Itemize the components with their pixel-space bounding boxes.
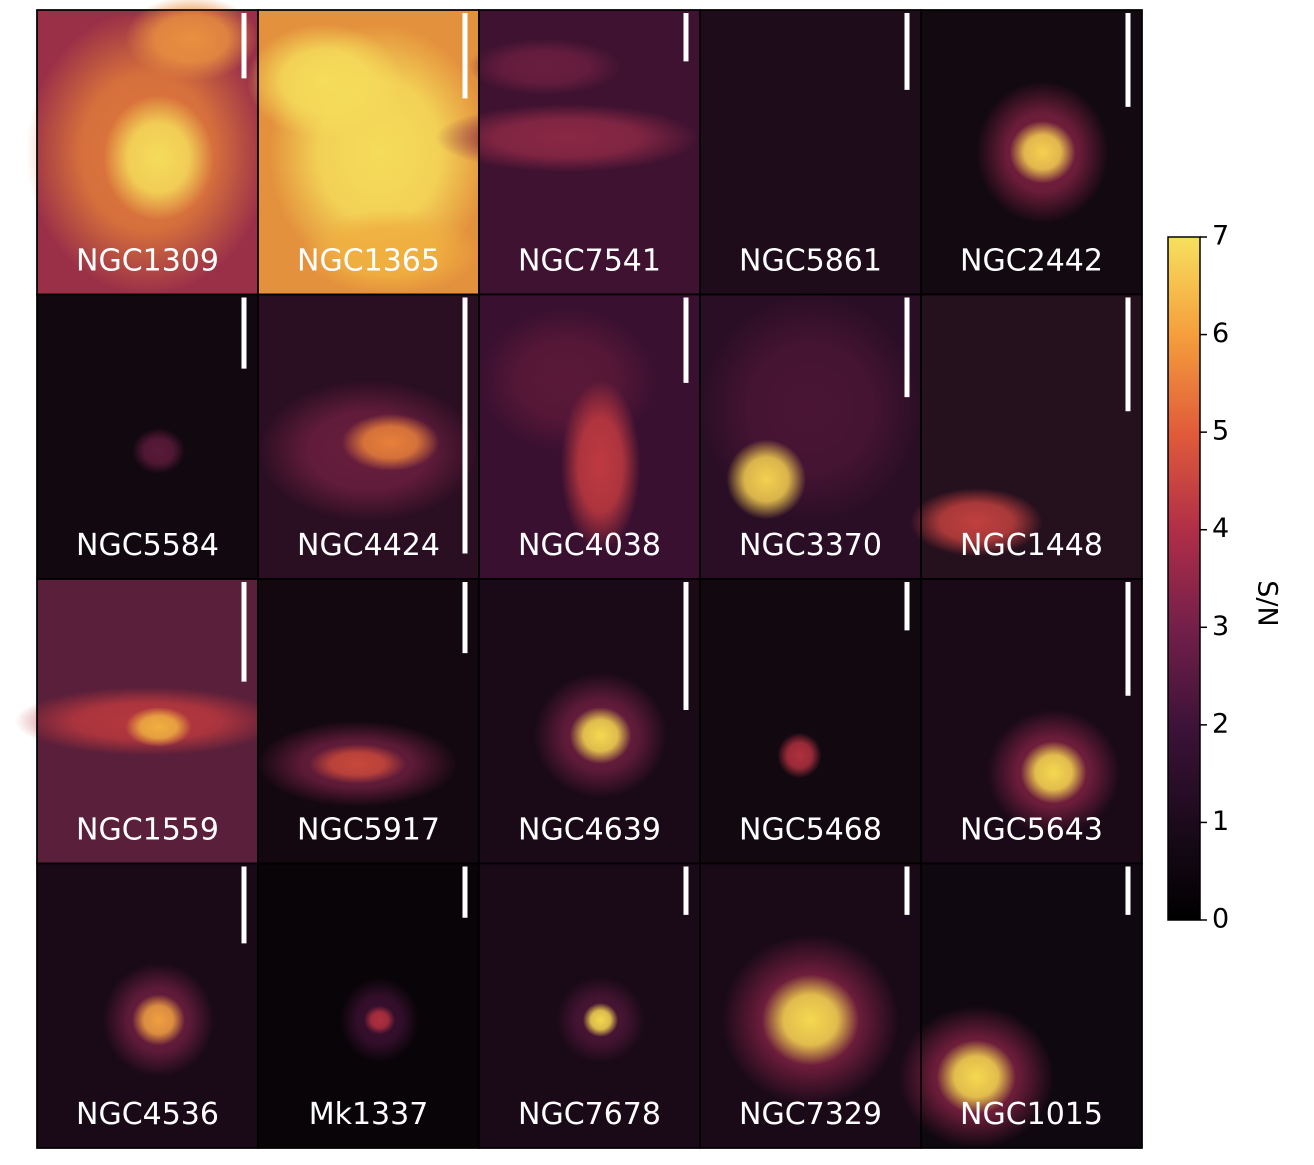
colorbar-tick-label: 3 bbox=[1212, 611, 1229, 642]
emission-blob bbox=[909, 487, 1043, 557]
emission-blob bbox=[246, 24, 402, 139]
panel-label: NGC4536 bbox=[76, 1097, 219, 1132]
emission-blob bbox=[726, 439, 807, 520]
panel: NGC7541 bbox=[434, 9, 701, 296]
colorbar-label: S/N bbox=[1252, 580, 1283, 626]
panel-label: NGC5917 bbox=[297, 813, 440, 848]
panel-label: NGC4424 bbox=[297, 528, 440, 563]
colorbar-tick-label: 2 bbox=[1212, 708, 1229, 739]
panel: NGC5468 bbox=[699, 578, 922, 865]
panel-label: NGC4038 bbox=[518, 528, 661, 563]
emission-blob bbox=[467, 38, 623, 96]
panel: NGC1309 bbox=[25, 0, 270, 296]
panel: NGC1559 bbox=[14, 578, 281, 865]
emission-blob bbox=[125, 0, 258, 82]
panel-label: NGC4639 bbox=[518, 813, 661, 848]
panel: NGC3370 bbox=[699, 293, 922, 580]
emission-blob bbox=[1009, 120, 1076, 184]
emission-blob bbox=[308, 744, 407, 784]
colorbar-tick-label: 1 bbox=[1212, 806, 1229, 837]
panel: Mk1337 bbox=[257, 862, 480, 1149]
colorbar bbox=[1167, 236, 1201, 921]
panel-label: Mk1337 bbox=[309, 1097, 429, 1132]
emission-blob bbox=[560, 379, 641, 551]
panel-label: NGC5584 bbox=[76, 528, 219, 563]
emission-blob bbox=[777, 732, 822, 779]
panel: NGC4536 bbox=[36, 862, 259, 1149]
emission-blob bbox=[132, 428, 186, 474]
panel: NGC5917 bbox=[257, 578, 480, 865]
emission-blob bbox=[364, 1005, 396, 1035]
colorbar-tick-label: 0 bbox=[1212, 904, 1229, 935]
panel-label: NGC7329 bbox=[739, 1097, 882, 1132]
panel-label: NGC1015 bbox=[960, 1097, 1103, 1132]
panel: NGC1015 bbox=[898, 862, 1143, 1149]
emission-blob bbox=[569, 707, 632, 764]
emission-blob bbox=[936, 1039, 1017, 1114]
panel: NGC1365 bbox=[246, 9, 491, 296]
panel: NGC4038 bbox=[478, 293, 701, 580]
panel-label: NGC1448 bbox=[960, 528, 1103, 563]
emission-blob bbox=[103, 95, 214, 221]
colorbar-tick-label: 5 bbox=[1212, 416, 1229, 447]
panel-label: NGC5643 bbox=[960, 813, 1103, 848]
panel: NGC5861 bbox=[699, 9, 922, 296]
emission-blob bbox=[341, 413, 440, 471]
panel-label: NGC2442 bbox=[960, 244, 1103, 279]
panel: NGC7678 bbox=[478, 862, 701, 1149]
panel: NGC5643 bbox=[920, 578, 1143, 865]
panel-label: NGC1559 bbox=[76, 813, 219, 848]
panel: NGC7329 bbox=[699, 862, 922, 1149]
panel-label: NGC3370 bbox=[739, 528, 882, 563]
panel: NGC1448 bbox=[909, 293, 1143, 580]
colorbar-tick-label: 6 bbox=[1212, 318, 1229, 349]
panel-image bbox=[699, 9, 922, 296]
panel: NGC5584 bbox=[36, 293, 259, 580]
panel: NGC4424 bbox=[257, 293, 480, 580]
emission-blob bbox=[1020, 741, 1087, 804]
panel-image bbox=[257, 578, 480, 865]
emission-blob bbox=[761, 974, 860, 1066]
panel-label: NGC1309 bbox=[76, 244, 219, 279]
emission-blob bbox=[302, 209, 479, 295]
panel-border bbox=[920, 862, 1143, 1149]
emission-blob bbox=[132, 994, 186, 1046]
emission-blob bbox=[125, 707, 192, 747]
panel-label: NGC7678 bbox=[518, 1097, 661, 1132]
panel: NGC4639 bbox=[478, 578, 701, 865]
colorbar-tick-label: 4 bbox=[1212, 513, 1229, 544]
panel-label: NGC7541 bbox=[518, 244, 661, 279]
colorbar-tick-label: 7 bbox=[1212, 221, 1229, 252]
emission-blob bbox=[582, 1002, 619, 1038]
panel-label: NGC1365 bbox=[297, 244, 440, 279]
panel-label: NGC5861 bbox=[739, 244, 882, 279]
panel: NGC2442 bbox=[920, 9, 1143, 296]
panel-label: NGC5468 bbox=[739, 813, 882, 848]
panel-image bbox=[699, 578, 922, 865]
emission-blob bbox=[434, 103, 700, 173]
